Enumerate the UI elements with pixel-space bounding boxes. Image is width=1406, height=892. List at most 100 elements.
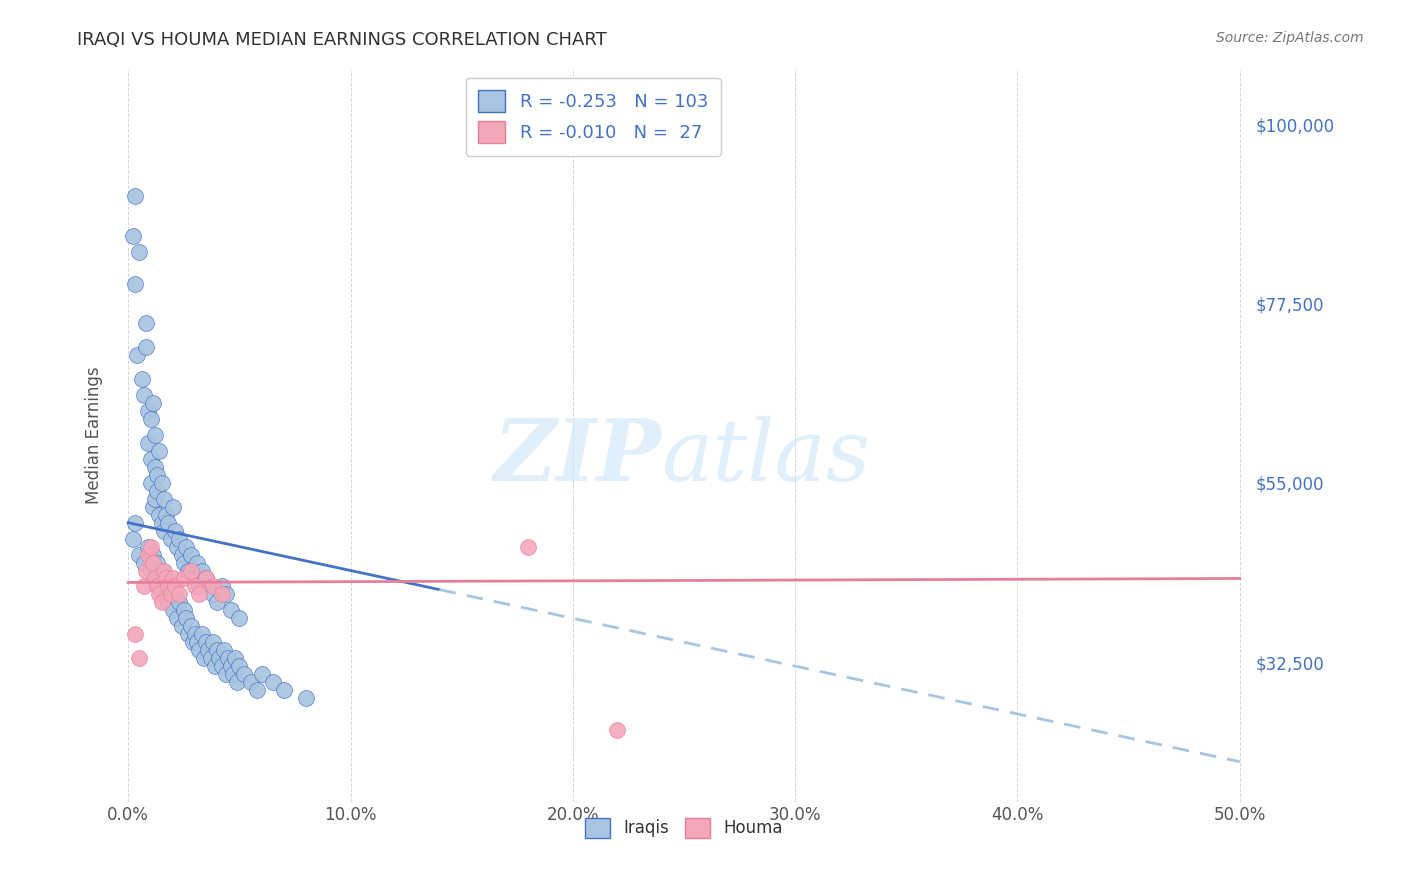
Point (146, 483, 169, 498)
Point (136, 436, 159, 450)
Point (228, 611, 250, 625)
Point (205, 643, 228, 657)
Point (200, 651, 222, 665)
Point (219, 603, 242, 617)
Point (180, 564, 202, 578)
Point (169, 587, 191, 601)
Point (188, 643, 211, 657)
Point (128, 651, 150, 665)
Point (219, 659, 242, 673)
Point (150, 564, 173, 578)
Point (148, 444, 170, 458)
Point (295, 691, 318, 706)
Point (246, 683, 269, 698)
Point (135, 317, 157, 331)
Point (142, 500, 165, 514)
Point (148, 587, 170, 601)
Text: IRAQI VS HOUMA MEDIAN EARNINGS CORRELATION CHART: IRAQI VS HOUMA MEDIAN EARNINGS CORRELATI… (77, 31, 607, 49)
Point (215, 587, 238, 601)
Point (124, 189, 146, 203)
Point (159, 579, 181, 593)
Point (188, 579, 211, 593)
Point (188, 587, 211, 601)
Point (121, 228, 143, 243)
Y-axis label: Median Earnings: Median Earnings (86, 367, 103, 504)
Point (606, 723, 628, 737)
Point (205, 595, 228, 609)
Point (262, 675, 284, 690)
Point (239, 675, 262, 690)
Point (197, 643, 219, 657)
Point (155, 508, 177, 522)
Point (250, 667, 273, 681)
Point (162, 603, 184, 617)
Point (163, 587, 186, 601)
Point (139, 452, 162, 467)
Point (186, 556, 208, 570)
Point (232, 667, 254, 681)
Point (190, 627, 212, 641)
Point (124, 516, 146, 530)
Point (181, 635, 204, 649)
Point (224, 651, 246, 665)
Point (157, 516, 180, 530)
Point (131, 372, 153, 386)
Point (184, 572, 207, 586)
Point (139, 475, 162, 490)
Point (135, 340, 157, 354)
Text: Source: ZipAtlas.com: Source: ZipAtlas.com (1216, 31, 1364, 45)
Point (211, 579, 233, 593)
Point (212, 643, 235, 657)
Point (128, 244, 150, 259)
Point (195, 572, 218, 586)
Point (146, 579, 169, 593)
Point (155, 572, 177, 586)
Point (204, 659, 226, 673)
Point (190, 564, 212, 578)
Point (517, 540, 540, 554)
Point (159, 532, 181, 546)
Point (170, 619, 193, 633)
Point (121, 532, 143, 546)
Point (143, 572, 166, 586)
Point (180, 548, 202, 562)
Point (166, 611, 188, 625)
Point (150, 516, 173, 530)
Point (195, 635, 218, 649)
Point (139, 540, 162, 554)
Point (184, 579, 207, 593)
Point (173, 603, 195, 617)
Point (180, 619, 202, 633)
Point (177, 627, 200, 641)
Point (148, 579, 170, 593)
Point (169, 532, 191, 546)
Text: atlas: atlas (661, 416, 870, 499)
Point (153, 564, 176, 578)
Point (150, 475, 173, 490)
Point (228, 659, 250, 673)
Point (208, 651, 231, 665)
Point (136, 404, 159, 418)
Point (139, 564, 162, 578)
Point (124, 627, 146, 641)
Point (153, 524, 176, 538)
Point (157, 579, 180, 593)
Point (177, 564, 200, 578)
Point (273, 683, 295, 698)
Point (217, 651, 239, 665)
Point (201, 579, 224, 593)
Point (211, 587, 233, 601)
Point (146, 467, 169, 482)
Point (143, 459, 166, 474)
Point (132, 556, 155, 570)
Point (139, 412, 162, 426)
Point (174, 611, 197, 625)
Point (222, 667, 245, 681)
Point (211, 659, 233, 673)
Point (148, 508, 170, 522)
Point (153, 491, 176, 506)
Text: ZIP: ZIP (494, 416, 661, 499)
Point (201, 587, 224, 601)
Point (142, 396, 165, 410)
Point (169, 595, 191, 609)
